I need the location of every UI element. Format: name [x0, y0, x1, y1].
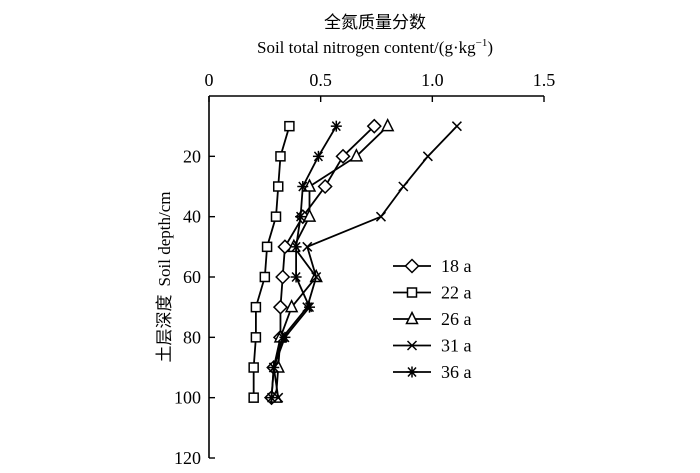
- data-point: [422, 151, 433, 162]
- legend: 18 a 22 a 26 a 31 a 36 a: [393, 256, 472, 382]
- data-point: [451, 121, 462, 132]
- data-point: [380, 117, 395, 132]
- x-tick-label: 0.5: [309, 70, 332, 90]
- data-point: [290, 271, 302, 283]
- chart-title-cn: 全氮质量分数: [324, 13, 426, 32]
- data-point: [272, 181, 284, 192]
- x-tick-label: 1.0: [421, 70, 444, 90]
- data-point: [317, 178, 333, 195]
- data-point: [366, 118, 382, 134]
- data-point: [290, 241, 302, 253]
- legend-marker: [406, 366, 418, 378]
- chart-title-en-sup: −1: [476, 37, 488, 49]
- data-point: [349, 148, 364, 162]
- y-tick-label: 40: [183, 207, 201, 227]
- series-line: [275, 125, 389, 398]
- legend-item: 18 a: [393, 256, 472, 276]
- series-square: [248, 120, 295, 403]
- data-point: [275, 269, 291, 285]
- data-point: [304, 301, 315, 313]
- data-point: [279, 331, 291, 343]
- legend-label: 31 a: [441, 336, 472, 356]
- data-point: [398, 181, 409, 192]
- data-point: [250, 301, 262, 313]
- data-point: [272, 299, 289, 315]
- data-point: [302, 241, 313, 252]
- chart-title-en: Soil total nitrogen content/(g·kg−1): [257, 37, 493, 57]
- legend-label: 26 a: [441, 309, 472, 329]
- series-line: [272, 125, 458, 398]
- series-line: [270, 125, 338, 398]
- y-axis-label-cn: 土层深度: [155, 294, 174, 362]
- series-line: [252, 125, 291, 398]
- series-diamond: [263, 118, 382, 406]
- data-point: [312, 150, 324, 162]
- data-point: [302, 178, 317, 192]
- legend-item: 22 a: [393, 283, 472, 303]
- y-tick-label: 20: [183, 146, 201, 166]
- data-point: [311, 271, 322, 283]
- y-axis-label-en: Soil depth/cm: [155, 192, 174, 287]
- data-point: [335, 148, 351, 164]
- y-tick-label: 120: [174, 448, 201, 468]
- x-axis-ticks: 0 0.5 1.0 1.5: [205, 70, 556, 102]
- legend-label: 22 a: [441, 283, 472, 303]
- data-point: [248, 362, 259, 373]
- chart-title-en-tail: ): [487, 38, 493, 57]
- y-tick-label: 80: [183, 327, 201, 347]
- data-point: [250, 332, 262, 343]
- data-point: [284, 120, 295, 132]
- data-point: [261, 241, 273, 253]
- y-tick-label: 60: [183, 267, 201, 287]
- data-point: [248, 392, 259, 403]
- legend-item: 26 a: [393, 309, 472, 329]
- y-axis-ticks: 20 40 60 80 100 120: [174, 146, 215, 468]
- legend-marker: [405, 310, 419, 325]
- legend-label: 36 a: [441, 362, 472, 382]
- series-x: [268, 121, 462, 403]
- data-point: [266, 392, 278, 404]
- data-point: [302, 208, 317, 222]
- x-tick-label: 1.5: [533, 70, 556, 90]
- y-tick-label: 100: [174, 388, 201, 408]
- chart-title-en-main: Soil total nitrogen content/(g·kg: [257, 38, 476, 57]
- data-point: [259, 271, 271, 283]
- data-point: [275, 151, 286, 162]
- series-triangle: [269, 117, 395, 403]
- data-point: [268, 362, 280, 373]
- series-layer: [248, 117, 462, 406]
- data-point: [375, 211, 386, 222]
- x-tick-label: 0: [205, 70, 214, 90]
- data-point: [330, 120, 342, 132]
- data-point: [284, 298, 299, 313]
- legend-item: 31 a: [393, 336, 472, 356]
- series-asterisk: [266, 120, 342, 404]
- data-point: [270, 211, 282, 222]
- data-point: [273, 392, 284, 403]
- data-point: [295, 211, 307, 223]
- legend-marker: [406, 287, 418, 298]
- y-axis-label: 土层深度 Soil depth/cm: [155, 192, 174, 363]
- legend-marker: [406, 340, 418, 351]
- legend-item: 36 a: [393, 362, 472, 382]
- data-point: [297, 181, 309, 192]
- legend-marker: [404, 258, 420, 274]
- legend-label: 18 a: [441, 256, 472, 276]
- series-line: [270, 125, 375, 398]
